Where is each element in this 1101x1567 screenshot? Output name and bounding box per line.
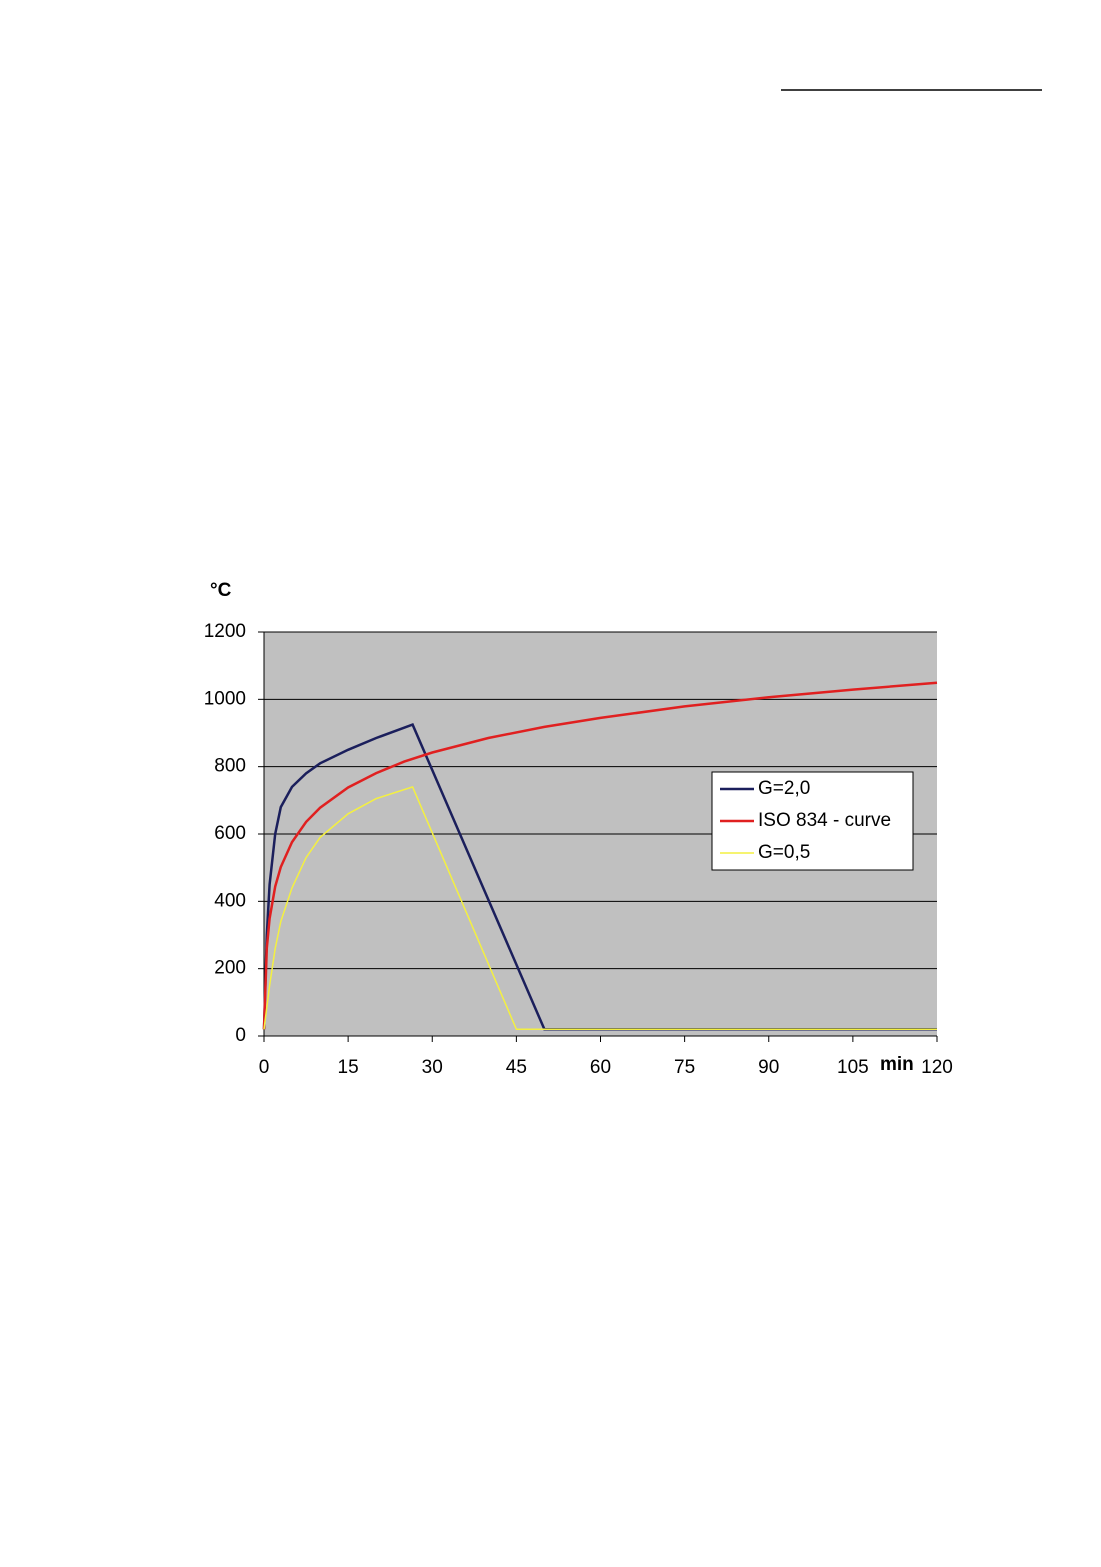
series-line (262, 723, 937, 1031)
x-tick-label: 90 (758, 1057, 779, 1078)
legend-label: G=0,5 (758, 842, 810, 863)
x-tick-label: 60 (590, 1057, 611, 1078)
y-tick-label: 0 (235, 1025, 246, 1046)
x-tick-label: 120 (921, 1057, 953, 1078)
y-tick-label: 400 (214, 890, 246, 911)
y-tick-label: 800 (214, 756, 246, 777)
series-line (262, 681, 938, 1030)
x-tick-label: 75 (674, 1057, 695, 1078)
y-tick-label: 200 (214, 958, 246, 979)
y-tick-label: 1200 (204, 621, 246, 642)
x-tick-label: 0 (259, 1057, 270, 1078)
x-axis-label: min (880, 1054, 914, 1075)
legend-label: G=2,0 (758, 778, 810, 799)
legend-label: ISO 834 - curve (758, 810, 891, 831)
series-line (263, 785, 937, 1031)
y-tick-label: 600 (214, 823, 246, 844)
y-tick-label: 1000 (204, 688, 246, 709)
x-tick-label: 45 (506, 1057, 527, 1078)
x-tick-label: 30 (422, 1057, 443, 1078)
y-axis-label: °C (210, 580, 232, 601)
x-tick-label: 15 (338, 1057, 359, 1078)
x-tick-label: 105 (837, 1057, 869, 1078)
